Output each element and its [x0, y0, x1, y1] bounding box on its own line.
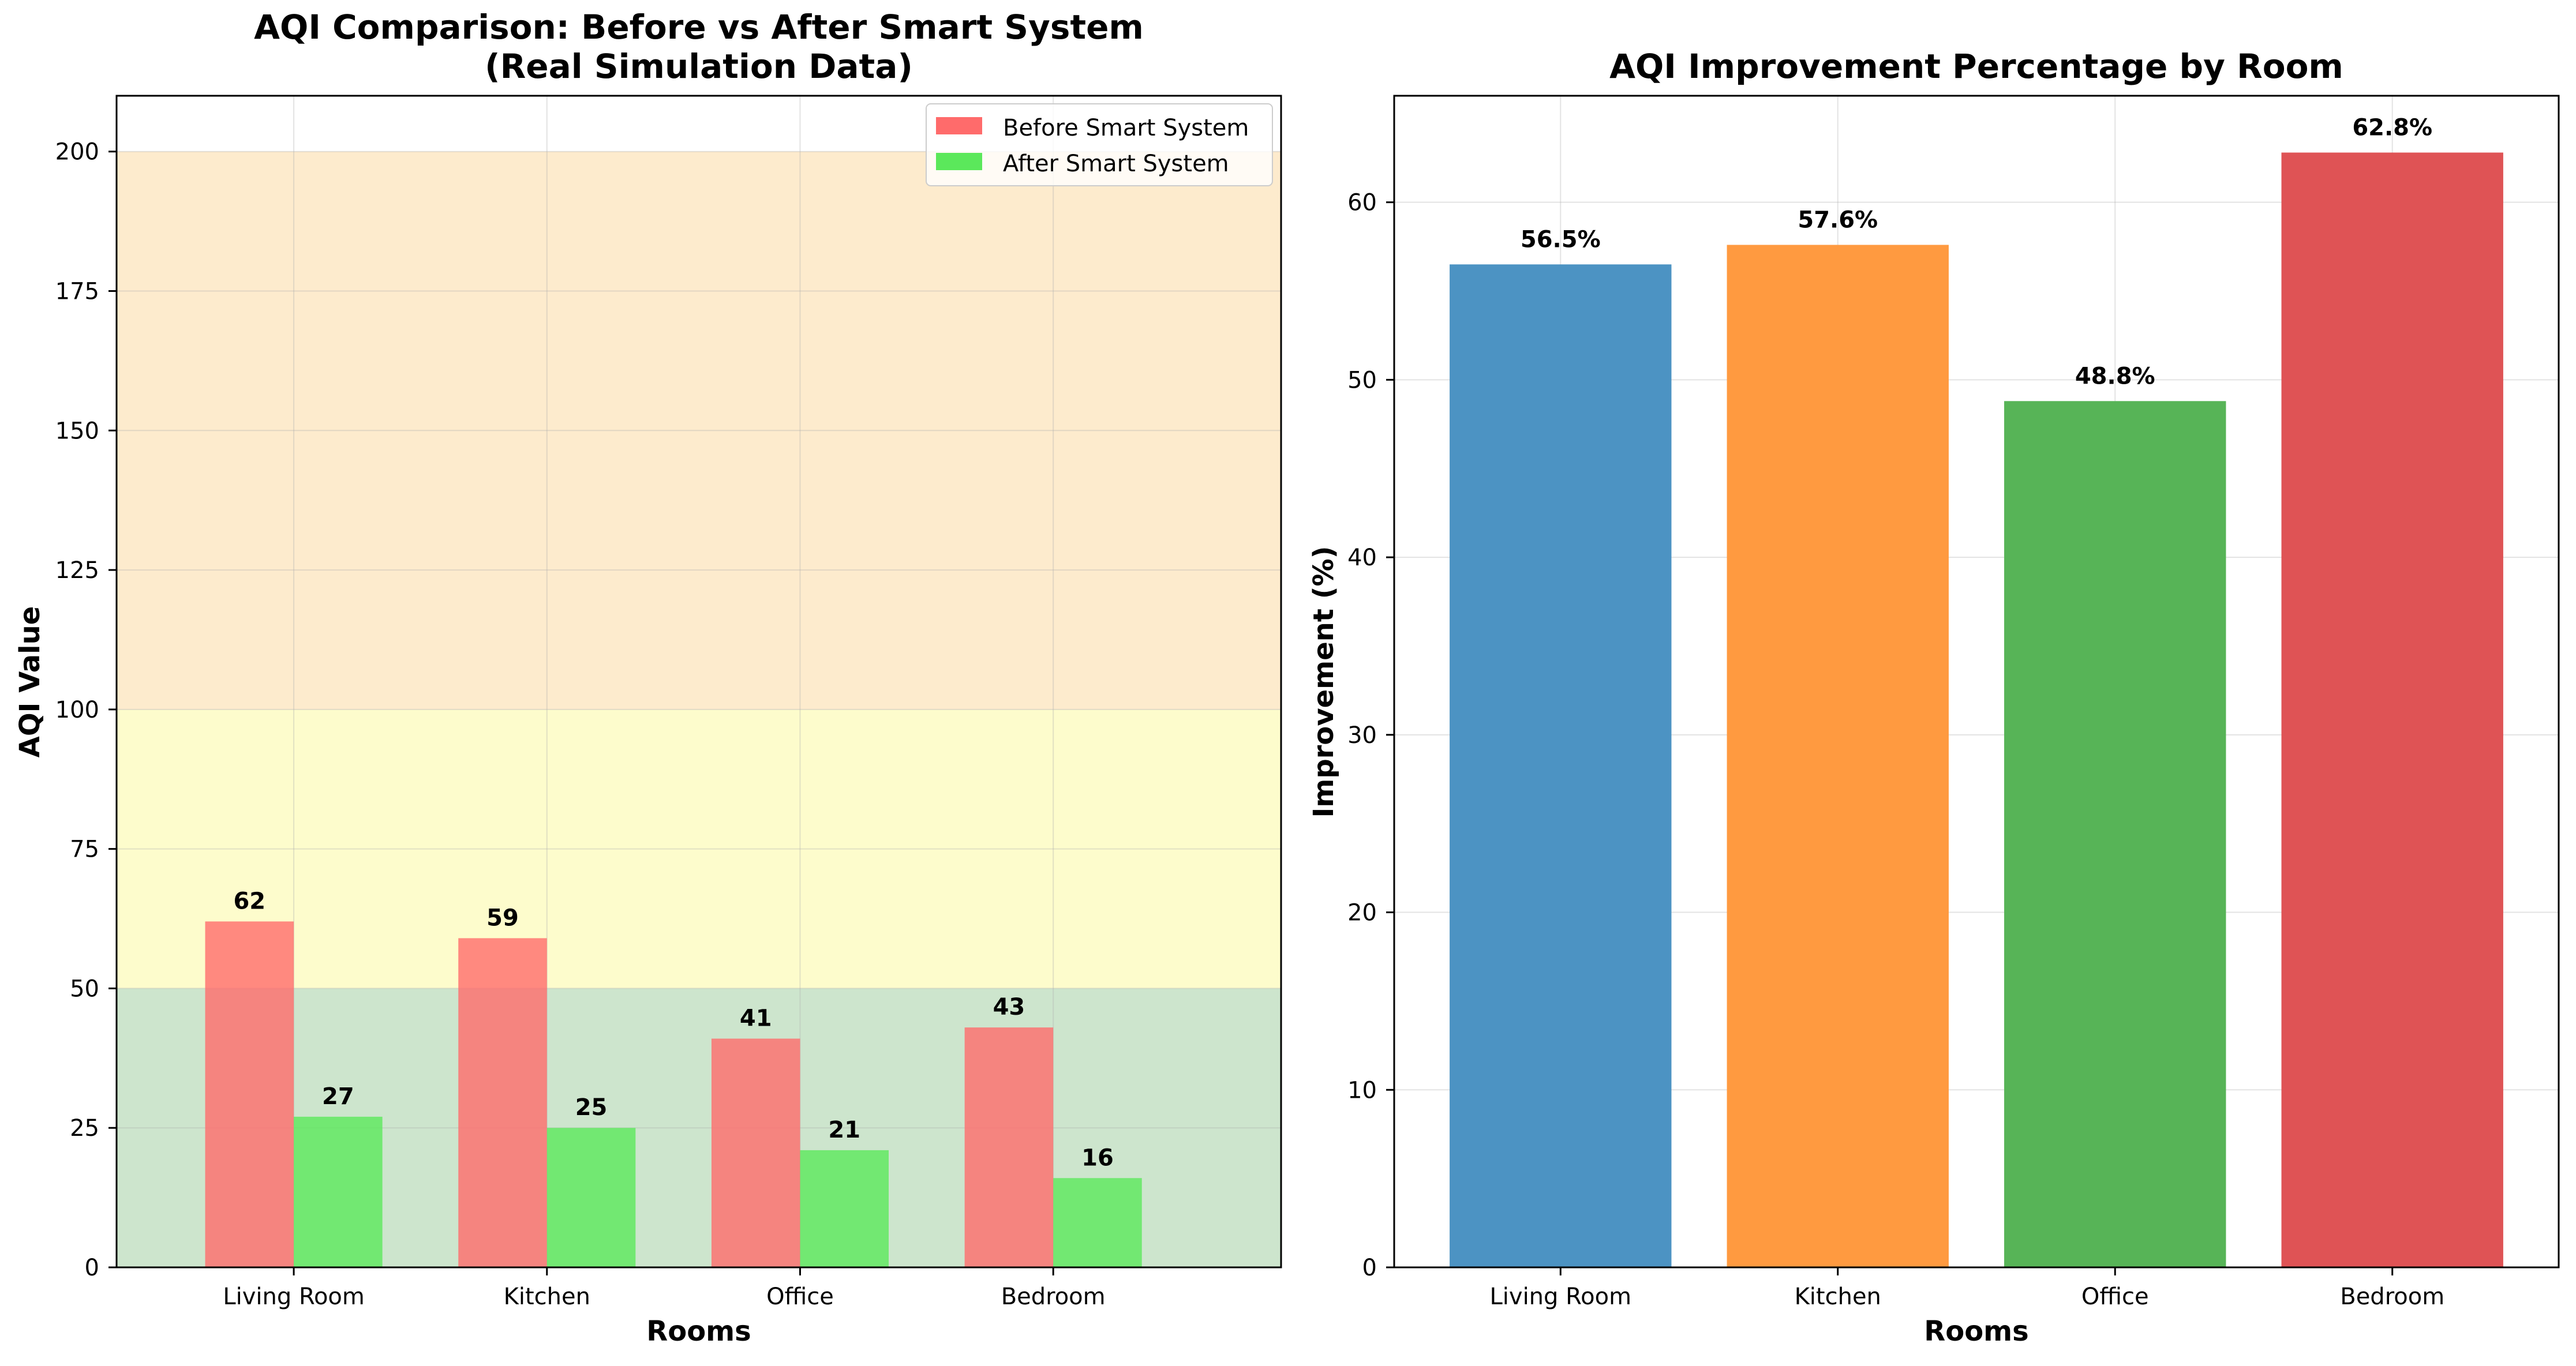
- before-bar-0: [205, 921, 294, 1267]
- before-value-label-1: 59: [486, 905, 519, 931]
- y-tick-label-5: 50: [1347, 367, 1377, 393]
- x-tick-label-3: Bedroom: [2340, 1284, 2444, 1310]
- improvement-value-label-0: 56.5%: [1521, 226, 1601, 253]
- bar-series: [205, 921, 1142, 1267]
- after-bar-2: [800, 1150, 889, 1267]
- y-tick-label-1: 10: [1347, 1077, 1377, 1104]
- before-value-label-3: 43: [993, 994, 1025, 1020]
- x-tick-label-2: Office: [2081, 1284, 2149, 1310]
- x-tick-label-3: Bedroom: [1001, 1284, 1106, 1310]
- y-tick-label-7: 175: [55, 279, 99, 305]
- improvement-bar-2: [2004, 401, 2226, 1267]
- after-bar-3: [1053, 1178, 1142, 1267]
- after-value-label-1: 25: [575, 1094, 608, 1121]
- y-tick-label-2: 20: [1347, 900, 1377, 926]
- improvement-value-label-2: 48.8%: [2075, 363, 2155, 389]
- y-tick-label-4: 40: [1347, 545, 1377, 571]
- chart-title: AQI Comparison: Before vs After Smart Sy…: [254, 7, 1144, 47]
- x-tick-label-1: Kitchen: [1795, 1284, 1881, 1310]
- legend-label-before: Before Smart System: [1003, 115, 1249, 141]
- y-tick-label-1: 25: [70, 1115, 99, 1142]
- legend-label-after: After Smart System: [1003, 151, 1229, 177]
- x-axis-ticks: Living Room Kitchen Office Bedroom: [223, 1267, 1106, 1310]
- y-axis-ticks: 0 25 50 75 100 125 150 175 200: [55, 139, 117, 1281]
- y-tick-label-6: 150: [55, 418, 99, 444]
- after-bar-0: [294, 1116, 383, 1267]
- y-tick-label-3: 75: [70, 836, 99, 863]
- chart-subtitle: (Real Simulation Data): [485, 47, 913, 86]
- improvement-chart: AQI Improvement Percentage by Room 56.5%…: [1308, 47, 2560, 1348]
- after-value-label-3: 16: [1081, 1144, 1114, 1171]
- aqi-comparison-chart: AQI Comparison: Before vs After Smart Sy…: [14, 7, 1282, 1348]
- improvement-value-label-1: 57.6%: [1798, 207, 1878, 233]
- after-value-label-0: 27: [322, 1083, 354, 1110]
- x-tick-label-2: Office: [766, 1284, 834, 1310]
- improvement-bar-3: [2281, 152, 2503, 1268]
- after-bar-1: [546, 1128, 636, 1267]
- bar-series: [1450, 152, 2503, 1268]
- y-axis-ticks: 0 10 20 30 40 50 60: [1347, 190, 1394, 1281]
- x-axis-label: Rooms: [646, 1315, 751, 1348]
- y-tick-label-8: 200: [55, 139, 99, 166]
- after-value-label-2: 21: [828, 1117, 860, 1143]
- x-tick-label-1: Kitchen: [504, 1284, 590, 1310]
- aqi-bands: [117, 151, 1281, 1267]
- x-tick-label-0: Living Room: [223, 1284, 365, 1310]
- legend-swatch-before: [936, 117, 982, 134]
- y-tick-label-5: 125: [55, 557, 99, 584]
- y-axis-label: Improvement (%): [1308, 546, 1340, 817]
- aqi-band-2: [117, 151, 1281, 710]
- x-axis-label: Rooms: [1924, 1315, 2029, 1348]
- before-bar-1: [458, 938, 547, 1267]
- improvement-value-label-3: 62.8%: [2352, 114, 2432, 141]
- improvement-bar-1: [1727, 245, 1949, 1267]
- y-tick-label-0: 0: [1362, 1255, 1377, 1281]
- before-bar-2: [711, 1038, 800, 1267]
- plot-frame: [1393, 95, 2560, 1269]
- y-tick-label-0: 0: [85, 1255, 99, 1281]
- before-value-label-2: 41: [740, 1005, 772, 1031]
- before-value-label-0: 62: [233, 888, 265, 914]
- y-axis-label: AQI Value: [14, 606, 46, 758]
- y-tick-label-6: 60: [1347, 190, 1377, 216]
- bar-value-labels: 56.5% 57.6% 48.8% 62.8%: [1521, 114, 2432, 389]
- x-axis-ticks: Living Room Kitchen Office Bedroom: [1490, 1267, 2444, 1310]
- x-tick-label-0: Living Room: [1490, 1284, 1632, 1310]
- legend-swatch-after: [936, 153, 982, 170]
- before-bar-3: [964, 1027, 1054, 1267]
- improvement-bar-0: [1450, 264, 1672, 1267]
- y-tick-label-4: 100: [55, 697, 99, 723]
- plot-frame: [115, 95, 1282, 1269]
- y-tick-label-2: 50: [70, 975, 99, 1002]
- chart-title: AQI Improvement Percentage by Room: [1609, 47, 2343, 86]
- aqi-band-1: [117, 709, 1281, 989]
- legend-box: [926, 103, 1273, 186]
- y-tick-label-3: 30: [1347, 722, 1377, 749]
- legend: Before Smart System After Smart System: [926, 103, 1273, 186]
- bar-value-labels: 62 59 41 43 27 25 21 16: [233, 888, 1113, 1171]
